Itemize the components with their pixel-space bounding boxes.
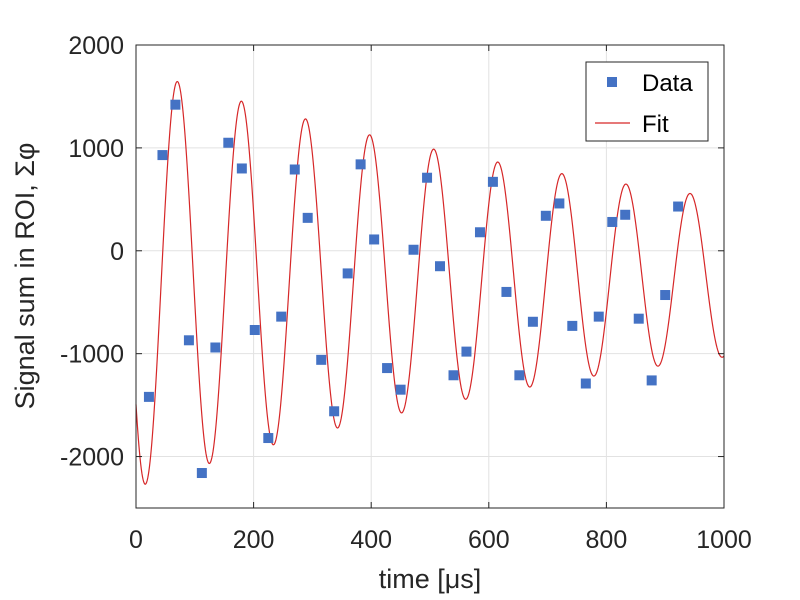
data-point (316, 354, 327, 365)
ticks (135, 44, 725, 508)
fit-layer (135, 80, 725, 485)
data-point (395, 384, 406, 395)
y-tick-label: 2000 (68, 32, 124, 60)
data-point (302, 212, 313, 223)
x-tick-label: 600 (468, 526, 510, 554)
legend-box (585, 61, 709, 142)
x-tick-label: 400 (350, 526, 392, 554)
data-point (369, 234, 380, 245)
data-point (223, 137, 234, 148)
data-point (580, 378, 591, 389)
data-point (276, 311, 287, 322)
y-tick-label: 1000 (68, 135, 124, 163)
data-point (633, 313, 644, 324)
data-point (422, 172, 433, 183)
fit-curve (135, 80, 725, 485)
y-tick-label: -1000 (60, 341, 124, 369)
plot-frame (135, 44, 725, 509)
data-point (540, 210, 551, 221)
data-point (210, 342, 221, 353)
data-point (143, 391, 154, 402)
data-point (263, 433, 274, 444)
data-point (554, 198, 565, 209)
legend-data-label: Data (642, 70, 693, 97)
data-point (382, 363, 393, 374)
x-axis-label: time [μs] (379, 564, 482, 594)
data-point (289, 164, 300, 175)
x-tick-label: 0 (129, 526, 143, 554)
data-point (329, 406, 340, 417)
data-point (196, 468, 207, 479)
data-point (501, 286, 512, 297)
data-point (249, 325, 260, 336)
data-point (620, 209, 631, 220)
legend-data-marker (607, 77, 617, 87)
data-point (434, 261, 445, 272)
x-tick-labels: 0 200 400 600 800 1000 (129, 526, 752, 554)
data-point (660, 290, 671, 301)
data-point (514, 370, 525, 381)
data-point (342, 268, 353, 279)
y-axis-label: Signal sum in ROI, Σφ (10, 143, 40, 410)
data-layer (143, 99, 684, 479)
y-tick-label: -2000 (60, 444, 124, 472)
data-point (527, 316, 538, 327)
x-tick-label: 800 (586, 526, 628, 554)
y-tick-labels: -2000 -1000 0 1000 2000 (60, 32, 124, 472)
data-point (593, 311, 604, 322)
data-point (474, 227, 485, 238)
data-point (408, 244, 419, 255)
data-point (646, 375, 657, 386)
data-point (236, 163, 247, 174)
data-point (461, 346, 472, 357)
data-point (607, 216, 618, 227)
data-point (567, 320, 578, 331)
data-point (170, 99, 181, 110)
legend-fit-label: Fit (642, 111, 669, 138)
data-point (673, 201, 684, 212)
x-tick-label: 200 (233, 526, 275, 554)
data-point (487, 176, 498, 187)
y-tick-label: 0 (110, 238, 124, 266)
legend: Data Fit (585, 61, 709, 142)
data-point (183, 335, 194, 346)
data-point (355, 159, 366, 170)
data-point (157, 150, 168, 161)
x-tick-label: 1000 (696, 526, 752, 554)
data-point (448, 370, 459, 381)
